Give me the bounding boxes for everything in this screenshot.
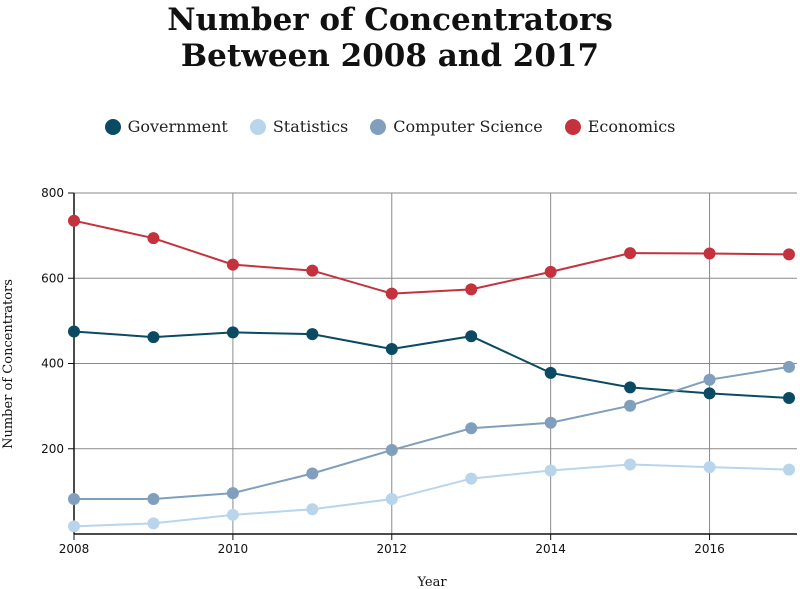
data-point	[703, 373, 716, 386]
data-point	[465, 283, 478, 296]
legend-marker	[370, 118, 387, 135]
data-point	[544, 366, 557, 379]
data-point	[226, 508, 239, 521]
data-point	[703, 247, 716, 260]
data-point	[783, 360, 795, 373]
data-point	[385, 287, 398, 300]
data-point	[783, 463, 795, 476]
legend-label: Economics	[587, 117, 676, 136]
series-line	[73, 330, 790, 400]
legend-item: Statistics	[249, 117, 349, 136]
data-point	[68, 325, 80, 338]
data-point	[544, 416, 557, 429]
series-line	[74, 365, 790, 501]
data-point	[385, 444, 398, 457]
data-point	[703, 461, 716, 474]
series-line	[73, 219, 790, 295]
chart-title: Number of Concentrators Between 2008 and…	[0, 2, 780, 74]
x-tick-label: 2008	[59, 542, 90, 556]
data-point	[624, 381, 637, 394]
data-point	[385, 343, 398, 356]
data-point	[783, 248, 795, 261]
x-tick-label: 2016	[694, 542, 725, 556]
legend-label: Computer Science	[393, 117, 543, 136]
data-point	[306, 467, 319, 480]
data-point	[385, 493, 398, 506]
data-point	[465, 472, 478, 485]
data-point	[226, 258, 239, 271]
data-point	[147, 331, 160, 344]
legend-label: Statistics	[272, 117, 349, 136]
data-point	[306, 328, 319, 341]
x-tick-label: 2010	[218, 542, 249, 556]
data-point	[147, 493, 160, 506]
legend-marker	[104, 118, 121, 135]
data-point	[783, 392, 795, 405]
y-tick-label: 800	[41, 186, 64, 200]
data-point	[68, 493, 80, 506]
x-tick-label: 2012	[377, 542, 408, 556]
chart-title-line-2: Between 2008 and 2017	[180, 38, 600, 74]
legend-marker	[249, 118, 266, 135]
legend-item: Economics	[564, 117, 676, 136]
tick-labels: 200 400 600 800 2008 2010 2012 2014 2016	[41, 186, 725, 556]
chart-title-line-1: Number of Concentrators	[167, 2, 613, 38]
data-point	[306, 503, 319, 516]
data-point	[306, 264, 319, 277]
legend-item: Computer Science	[370, 117, 543, 136]
x-axis-label: Year	[416, 575, 447, 589]
legend-marker	[564, 118, 581, 135]
series-lines	[73, 219, 790, 528]
data-point	[226, 487, 239, 500]
y-tick-label: 600	[41, 271, 64, 285]
data-point	[703, 387, 716, 400]
data-point	[465, 330, 478, 343]
data-point	[465, 422, 478, 435]
chart-legend: Government Statistics Computer Science Econ…	[0, 117, 780, 136]
series-line	[73, 463, 790, 528]
y-tick-label: 400	[41, 357, 64, 371]
data-point	[147, 517, 160, 530]
data-point	[544, 464, 557, 477]
data-point	[544, 265, 557, 278]
data-point	[624, 458, 637, 471]
x-tick-label: 2014	[535, 542, 566, 556]
data-point	[624, 399, 637, 412]
data-point	[68, 520, 80, 533]
axes	[68, 192, 797, 540]
data-point	[147, 232, 160, 245]
legend-item: Government	[104, 117, 228, 136]
data-point	[68, 214, 80, 227]
legend-label: Government	[127, 117, 228, 136]
y-tick-label: 200	[41, 442, 64, 456]
grid-lines	[74, 192, 797, 534]
y-axis-label: Number of Concentrators	[1, 279, 16, 449]
data-point	[624, 247, 637, 260]
data-point	[226, 326, 239, 339]
series-points	[68, 214, 795, 533]
